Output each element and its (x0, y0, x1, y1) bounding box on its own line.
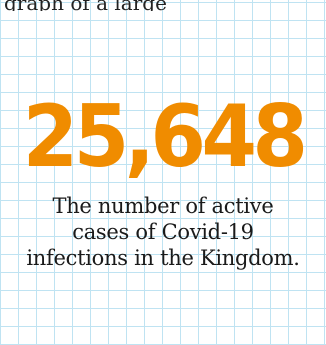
cropped-heading-text: graph of a large (0, 0, 326, 11)
stat-caption: The number of active cases of Covid-19 i… (10, 193, 316, 271)
caption-line-2: cases of Covid-19 (10, 219, 316, 245)
active-cases-number: 25,648 (11, 82, 314, 192)
caption-line-3: infections in the Kingdom. (10, 245, 316, 271)
caption-line-1: The number of active (10, 193, 316, 219)
